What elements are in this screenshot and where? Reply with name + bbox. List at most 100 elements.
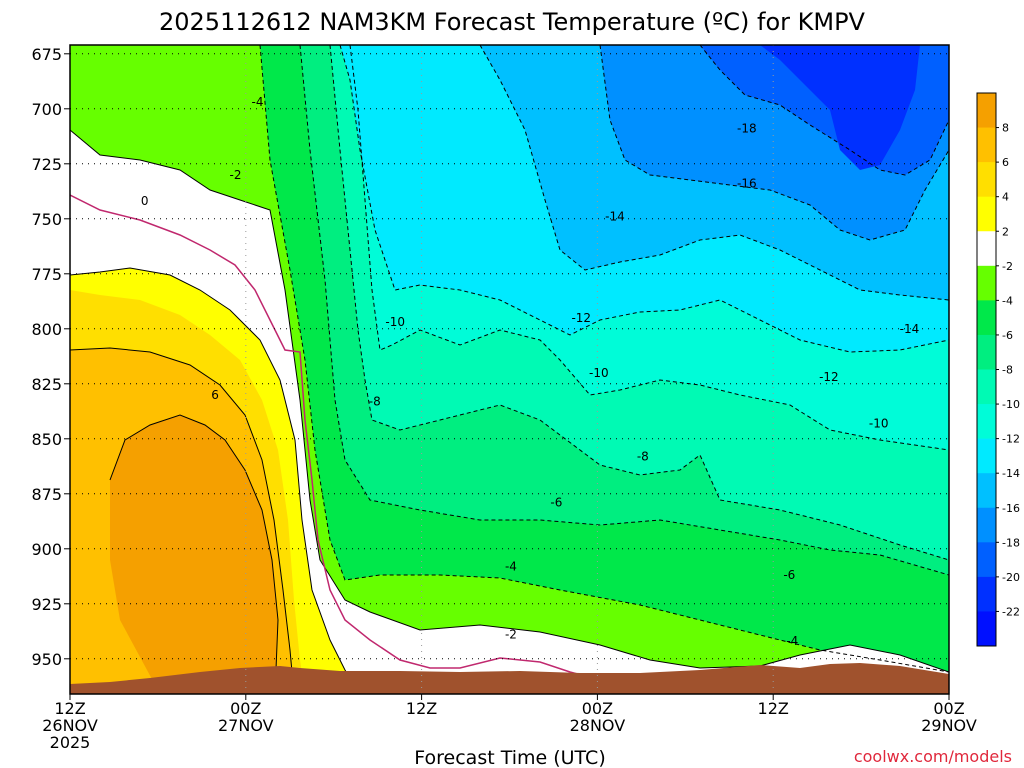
contour-label: -4	[252, 95, 264, 109]
x-tick-label: 00Z	[933, 699, 964, 718]
colorbar-segment	[977, 369, 996, 405]
colorbar-segment	[977, 542, 996, 578]
y-axis: 675 700 725 750 775 800 825 850 875 900 925 950	[31, 45, 70, 669]
contour-minus-18	[699, 45, 949, 176]
x-tick-label: 00Z	[230, 699, 261, 718]
contour-label: -2	[505, 628, 517, 642]
x-axis-label: Forecast Time (UTC)	[414, 747, 605, 768]
contour-minus-16	[599, 45, 949, 241]
colorbar-segment	[977, 265, 996, 301]
contour-0	[70, 194, 601, 681]
colorbar: 8 6 4 2 -2 -4 -6 -8 -10 -12 -14 -16 -18 -20 -22	[976, 92, 1020, 647]
x-tick-label: 12Z	[406, 699, 437, 718]
contour-label: -6	[550, 496, 562, 510]
colorbar-tick-label: 6	[1002, 156, 1009, 169]
y-tick-label: 825	[31, 375, 62, 394]
contour-label: -12	[571, 311, 591, 325]
contour-labels: -4 -2 0 6 -10 -8 -12 -10 -8 -6 -4 -2 -14 -16 -18 -14 -12…	[141, 95, 919, 648]
contour-2	[70, 267, 361, 694]
contour-6	[109, 414, 279, 694]
x-tick-label: 29NOV	[921, 716, 977, 735]
band-6-to-8	[110, 415, 278, 694]
contour-minus-14	[479, 45, 949, 301]
contour-label: -8	[637, 449, 649, 463]
x-tick-label: 12Z	[54, 699, 85, 718]
colorbar-segment	[977, 300, 996, 336]
contour-label: -14	[605, 210, 625, 224]
plot-area	[70, 45, 949, 694]
y-tick-label: 950	[31, 650, 62, 669]
x-tick-label: 28NOV	[570, 716, 626, 735]
colorbar-tick-label: -4	[1002, 294, 1013, 307]
y-tick-label: 875	[31, 485, 62, 504]
contour-label: -14	[900, 322, 920, 336]
colorbar-segment	[977, 438, 996, 474]
colorbar-tick-label: -20	[1002, 571, 1020, 584]
contour-label: -6	[783, 568, 795, 582]
y-tick-label: 925	[31, 595, 62, 614]
contour-label: -8	[369, 394, 381, 408]
x-tick-label: 12Z	[758, 699, 789, 718]
contour-label: -2	[230, 168, 242, 182]
dashed-contours	[259, 45, 949, 673]
colorbar-segment	[977, 93, 996, 129]
contour-minus-12	[339, 45, 949, 353]
band-minus-20-to-minus-22	[760, 45, 920, 170]
terrain	[70, 663, 949, 694]
colorbar-segment	[977, 473, 996, 509]
y-tick-label: 775	[31, 265, 62, 284]
colorbar-segment	[977, 196, 996, 232]
contour-label: 0	[141, 194, 149, 208]
colorbar-segment	[977, 231, 996, 267]
colorbar-tick-label: -10	[1002, 398, 1020, 411]
colorbar-segment	[977, 404, 996, 440]
contour-label: -18	[737, 122, 757, 136]
x-tick-label: 2025	[50, 733, 91, 752]
contour-minus-2	[70, 129, 949, 673]
contour-label: 6	[211, 388, 219, 402]
colorbar-segment	[977, 611, 996, 647]
y-tick-label: 675	[31, 45, 62, 64]
y-tick-label: 850	[31, 430, 62, 449]
colorbar-tick-label: 4	[1002, 191, 1009, 204]
contour-label: -16	[737, 177, 757, 191]
colorbar-tick-label: 8	[1002, 122, 1009, 135]
contour-label: -12	[819, 370, 839, 384]
x-tick-label: 27NOV	[218, 716, 274, 735]
plot-frame	[69, 44, 950, 695]
colorbar-tick-label: -16	[1002, 502, 1020, 515]
y-tick-label: 725	[31, 155, 62, 174]
x-tick-label: 00Z	[582, 699, 613, 718]
contour-label: -10	[385, 315, 405, 329]
colorbar-tick-label: -18	[1002, 536, 1020, 549]
colorbar-tick-label: -2	[1002, 260, 1013, 273]
y-tick-label: 900	[31, 540, 62, 559]
contour-label: -10	[869, 416, 889, 430]
chart-title: 2025112612 NAM3KM Forecast Temperature (…	[159, 8, 866, 36]
y-tick-label: 700	[31, 100, 62, 119]
colorbar-segment	[977, 334, 996, 370]
colorbar-segment	[977, 127, 996, 163]
colorbar-tick-label: 2	[1002, 225, 1009, 238]
credit-link[interactable]: coolwx.com/models	[854, 747, 1012, 766]
colorbar-segment	[977, 507, 996, 543]
colorbar-tick-label: -12	[1002, 433, 1020, 446]
x-tick-label: 26NOV	[42, 716, 98, 735]
contour-minus-6	[299, 45, 949, 576]
colorbar-segment	[977, 576, 996, 612]
contour-label: -10	[589, 366, 609, 380]
colorbar-tick-label: -14	[1002, 467, 1020, 480]
colorbar-tick-label: -6	[1002, 329, 1013, 342]
contour-label: -4	[505, 559, 517, 573]
grid	[70, 45, 949, 694]
colorbar-tick-label: -8	[1002, 364, 1013, 377]
solid-contours	[70, 129, 949, 694]
contour-minus-10	[349, 45, 949, 451]
colorbar-segment	[977, 162, 996, 198]
colorbar-tick-label: -22	[1002, 605, 1020, 618]
y-tick-label: 750	[31, 210, 62, 229]
y-tick-label: 800	[31, 320, 62, 339]
contour-4	[70, 347, 295, 694]
